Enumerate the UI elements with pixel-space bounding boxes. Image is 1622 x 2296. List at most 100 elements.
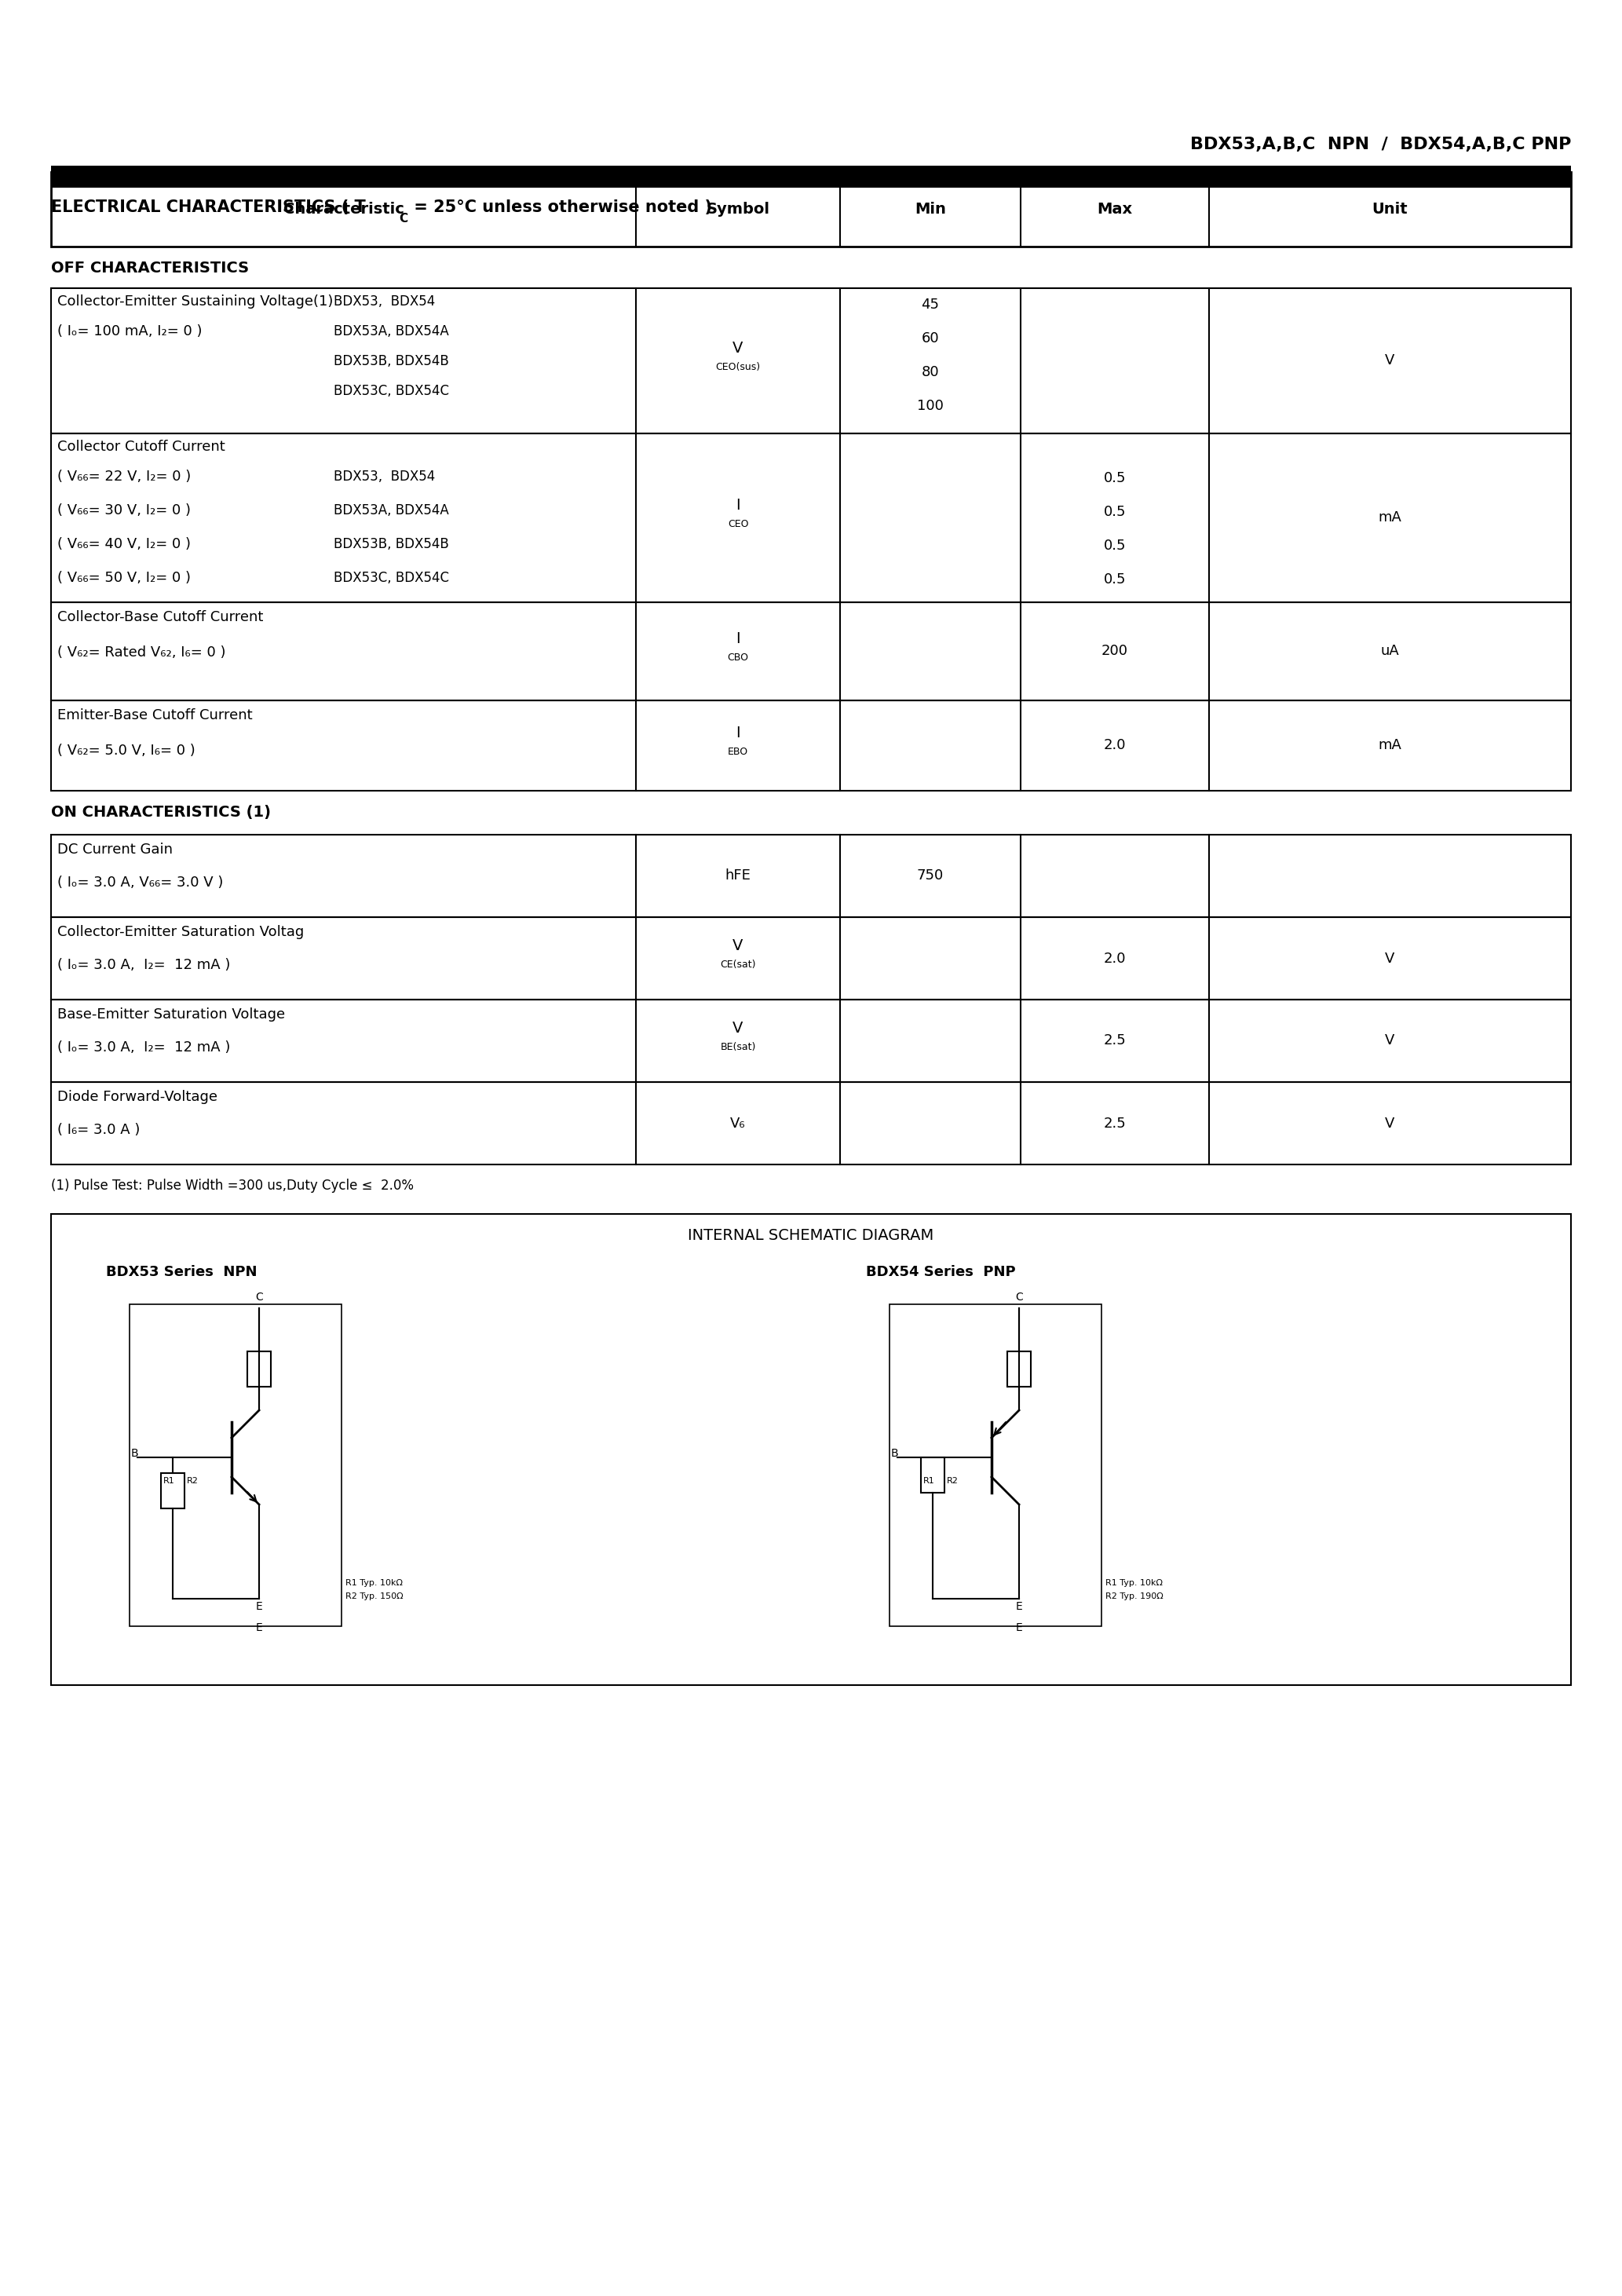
Text: BDX53B, BDX54B: BDX53B, BDX54B — [334, 537, 449, 551]
Text: ( Iₒ= 3.0 A,  I₂=  12 mA ): ( Iₒ= 3.0 A, I₂= 12 mA ) — [57, 1040, 230, 1054]
Text: ( Iₒ= 3.0 A,  I₂=  12 mA ): ( Iₒ= 3.0 A, I₂= 12 mA ) — [57, 957, 230, 971]
Text: ( V₆₆= 40 V, I₂= 0 ): ( V₆₆= 40 V, I₂= 0 ) — [57, 537, 191, 551]
Text: OFF CHARACTERISTICS: OFF CHARACTERISTICS — [50, 262, 248, 276]
Text: Symbol: Symbol — [706, 202, 770, 216]
Bar — [50, 916, 1572, 999]
Text: ELECTRICAL CHARACTERISTICS ( T: ELECTRICAL CHARACTERISTICS ( T — [50, 200, 365, 216]
Text: (1) Pulse Test: Pulse Width =300 us,Duty Cycle ≤  2.0%: (1) Pulse Test: Pulse Width =300 us,Duty… — [50, 1178, 414, 1192]
Text: E: E — [256, 1623, 263, 1632]
Text: BDX54 Series  PNP: BDX54 Series PNP — [866, 1265, 1015, 1279]
Bar — [50, 999, 1572, 1081]
Text: DC Current Gain: DC Current Gain — [57, 843, 172, 856]
Text: INTERNAL SCHEMATIC DIAGRAM: INTERNAL SCHEMATIC DIAGRAM — [688, 1228, 934, 1242]
Text: = 25°C unless otherwise noted ): = 25°C unless otherwise noted ) — [409, 200, 712, 216]
Text: 200: 200 — [1101, 645, 1129, 659]
Text: V: V — [733, 1022, 743, 1035]
Text: R1: R1 — [923, 1476, 934, 1486]
Text: ( V₆₆= 30 V, I₂= 0 ): ( V₆₆= 30 V, I₂= 0 ) — [57, 503, 191, 517]
Text: ( V₆₂= 5.0 V, I₆= 0 ): ( V₆₂= 5.0 V, I₆= 0 ) — [57, 744, 195, 758]
Text: 2.5: 2.5 — [1103, 1116, 1126, 1130]
Text: BDX53A, BDX54A: BDX53A, BDX54A — [334, 503, 449, 517]
Text: Collector-Emitter Saturation Voltag: Collector-Emitter Saturation Voltag — [57, 925, 303, 939]
Text: BDX53 Series  NPN: BDX53 Series NPN — [105, 1265, 258, 1279]
Text: I: I — [736, 631, 740, 645]
Text: mA: mA — [1379, 510, 1401, 526]
Text: ( V₆₂= Rated V₆₂, I₆= 0 ): ( V₆₂= Rated V₆₂, I₆= 0 ) — [57, 645, 225, 659]
Bar — [50, 700, 1572, 790]
Text: Base-Emitter Saturation Voltage: Base-Emitter Saturation Voltage — [57, 1008, 285, 1022]
Text: 750: 750 — [916, 868, 944, 884]
Text: BDX53C, BDX54C: BDX53C, BDX54C — [334, 383, 449, 397]
Bar — [161, 1474, 185, 1508]
Text: Max: Max — [1096, 202, 1132, 216]
Bar — [50, 1215, 1572, 1685]
Text: BDX53B, BDX54B: BDX53B, BDX54B — [334, 354, 449, 367]
Bar — [921, 1458, 944, 1492]
Bar — [130, 1304, 342, 1626]
Text: BDX53,  BDX54: BDX53, BDX54 — [334, 294, 435, 308]
Text: BDX53,A,B,C  NPN  /  BDX54,A,B,C PNP: BDX53,A,B,C NPN / BDX54,A,B,C PNP — [1191, 138, 1572, 152]
Bar — [1007, 1352, 1032, 1387]
Text: ON CHARACTERISTICS (1): ON CHARACTERISTICS (1) — [50, 806, 271, 820]
Text: R1 Typ. 10kΩ: R1 Typ. 10kΩ — [345, 1580, 402, 1587]
Text: Diode Forward-Voltage: Diode Forward-Voltage — [57, 1091, 217, 1104]
Text: C: C — [1015, 1293, 1023, 1302]
Text: Min: Min — [915, 202, 946, 216]
Text: 2.0: 2.0 — [1103, 951, 1126, 964]
Text: BDX53C, BDX54C: BDX53C, BDX54C — [334, 572, 449, 585]
Text: Unit: Unit — [1372, 202, 1408, 216]
Text: ( Iₒ= 100 mA, I₂= 0 ): ( Iₒ= 100 mA, I₂= 0 ) — [57, 324, 203, 338]
Text: BDX53A, BDX54A: BDX53A, BDX54A — [334, 324, 449, 338]
Text: 2.0: 2.0 — [1103, 739, 1126, 753]
Bar — [50, 434, 1572, 602]
Text: CE(sat): CE(sat) — [720, 960, 756, 969]
Text: E: E — [1015, 1623, 1022, 1632]
Text: ( Iₒ= 3.0 A, V₆₆= 3.0 V ): ( Iₒ= 3.0 A, V₆₆= 3.0 V ) — [57, 875, 224, 889]
Text: B: B — [131, 1449, 138, 1458]
Text: V₆: V₆ — [730, 1116, 746, 1130]
Text: Collector Cutoff Current: Collector Cutoff Current — [57, 441, 225, 455]
Text: ( V₆₆= 22 V, I₂= 0 ): ( V₆₆= 22 V, I₂= 0 ) — [57, 471, 191, 484]
Text: V: V — [1385, 1116, 1395, 1130]
Text: R1: R1 — [164, 1476, 175, 1486]
Bar — [889, 1304, 1101, 1626]
Text: V: V — [733, 340, 743, 356]
Bar — [50, 602, 1572, 700]
Text: C: C — [399, 214, 407, 225]
Text: 80: 80 — [921, 365, 939, 379]
Text: Collector-Emitter Sustaining Voltage(1): Collector-Emitter Sustaining Voltage(1) — [57, 294, 333, 308]
Text: V: V — [1385, 1033, 1395, 1047]
Text: ( I₆= 3.0 A ): ( I₆= 3.0 A ) — [57, 1123, 139, 1137]
Text: V: V — [1385, 354, 1395, 367]
Text: mA: mA — [1379, 739, 1401, 753]
Text: 60: 60 — [921, 331, 939, 344]
Text: V: V — [733, 939, 743, 953]
Text: R1 Typ. 10kΩ: R1 Typ. 10kΩ — [1106, 1580, 1163, 1587]
Bar — [50, 1081, 1572, 1164]
Text: 45: 45 — [921, 298, 939, 312]
Text: E: E — [256, 1600, 263, 1612]
Text: 0.5: 0.5 — [1103, 572, 1126, 585]
Text: B: B — [890, 1449, 899, 1458]
Text: I: I — [736, 726, 740, 742]
Text: BDX53,  BDX54: BDX53, BDX54 — [334, 471, 435, 484]
Text: ( V₆₆= 50 V, I₂= 0 ): ( V₆₆= 50 V, I₂= 0 ) — [57, 572, 191, 585]
Text: CEO(sus): CEO(sus) — [715, 363, 761, 372]
Text: 0.5: 0.5 — [1103, 471, 1126, 484]
Text: Characteristic: Characteristic — [284, 202, 404, 216]
Text: Emitter-Base Cutoff Current: Emitter-Base Cutoff Current — [57, 707, 253, 723]
Text: CEO: CEO — [728, 519, 748, 530]
Bar — [50, 289, 1572, 434]
Text: C: C — [255, 1293, 263, 1302]
Text: Collector-Base Cutoff Current: Collector-Base Cutoff Current — [57, 611, 263, 625]
Text: V: V — [1385, 951, 1395, 964]
Bar — [247, 1352, 271, 1387]
Text: R2: R2 — [187, 1476, 198, 1486]
Text: R2 Typ. 190Ω: R2 Typ. 190Ω — [1106, 1593, 1163, 1600]
Bar — [50, 172, 1572, 246]
Text: uA: uA — [1380, 645, 1400, 659]
Bar — [50, 836, 1572, 916]
Text: BE(sat): BE(sat) — [720, 1042, 756, 1052]
Text: I: I — [736, 498, 740, 512]
Bar — [50, 165, 1572, 188]
